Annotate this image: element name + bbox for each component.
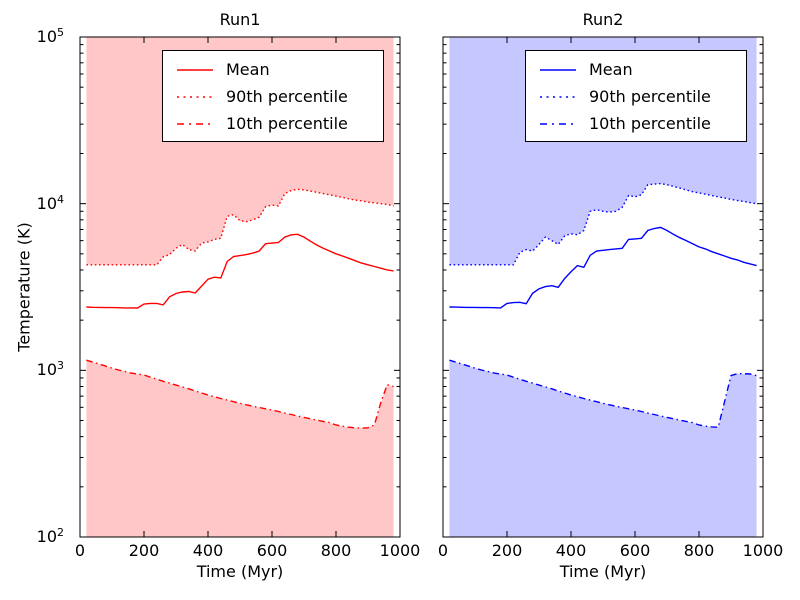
legend-dotted-line-sample xyxy=(540,95,576,98)
p90-line-run2 xyxy=(449,182,757,266)
lower-shaded-region-run1 xyxy=(86,360,394,537)
legend-label: Mean xyxy=(589,60,633,79)
legend-item-mean: Mean xyxy=(163,56,383,83)
x-axis-label-run1: Time (Myr) xyxy=(196,562,284,581)
legend-item-p90: 90th percentile xyxy=(163,83,383,110)
legend-item-p90: 90th percentile xyxy=(526,83,746,110)
legend-dashdot-line-sample xyxy=(177,122,213,125)
legend-run2: Mean 90th percentile 10th percentile xyxy=(525,50,747,142)
subplot-title-run2: Run2 xyxy=(582,10,624,29)
legend-item-p10: 10th percentile xyxy=(163,110,383,137)
legend-label: 90th percentile xyxy=(589,87,711,106)
legend-item-p10: 10th percentile xyxy=(526,110,746,137)
lower-shaded-region-run2 xyxy=(449,360,757,537)
axes-frame-run1 xyxy=(79,36,401,538)
legend-dashdot-line-sample xyxy=(540,122,576,125)
legend-item-mean: Mean xyxy=(526,56,746,83)
y-axis-label: Temperature (K) xyxy=(14,222,34,352)
axes-frame-run2 xyxy=(442,36,764,538)
legend-solid-line-sample xyxy=(540,68,576,71)
legend-run1: Mean 90th percentile 10th percentile xyxy=(162,50,384,142)
legend-solid-line-sample xyxy=(177,68,213,71)
legend-label: Mean xyxy=(226,60,270,79)
legend-label: 10th percentile xyxy=(589,114,711,133)
legend-dotted-line-sample xyxy=(177,95,213,98)
x-axis-label-run2: Time (Myr) xyxy=(559,562,647,581)
legend-label: 90th percentile xyxy=(226,87,348,106)
legend-label: 10th percentile xyxy=(226,114,348,133)
mean-line-run1 xyxy=(86,233,394,309)
mean-line-run2 xyxy=(449,226,757,309)
p90-line-run1 xyxy=(86,188,394,266)
subplot-title-run1: Run1 xyxy=(219,10,261,29)
